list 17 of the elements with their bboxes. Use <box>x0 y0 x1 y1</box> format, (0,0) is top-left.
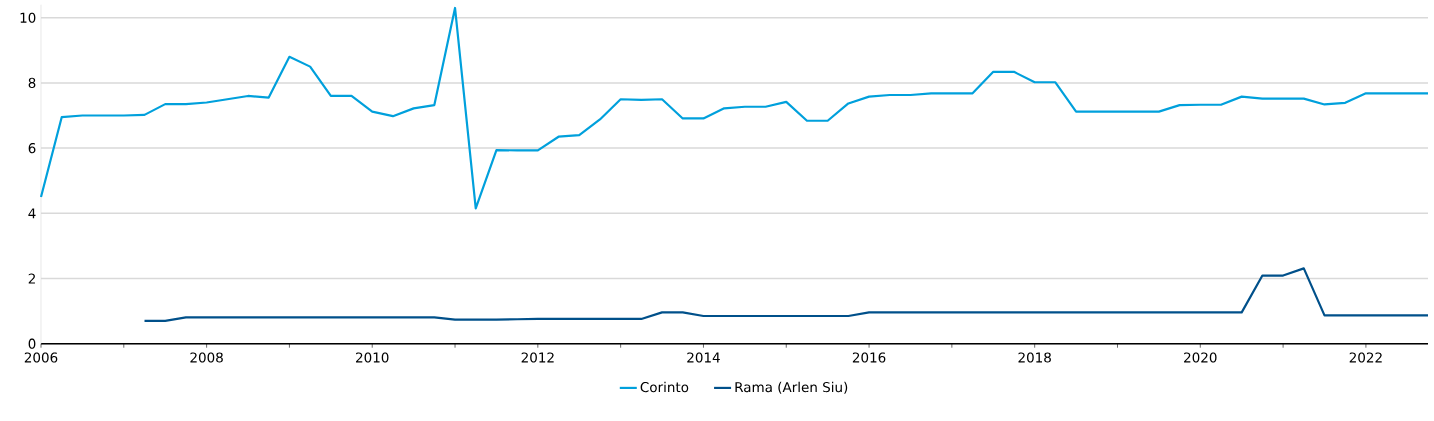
legend-label: Corinto <box>640 381 689 393</box>
x-tick-label: 2016 <box>852 352 886 363</box>
x-tick-label: 2006 <box>24 352 58 363</box>
y-tick-label: 0 <box>28 338 36 349</box>
y-tick-label: 6 <box>28 143 36 154</box>
y-tick-label: 8 <box>28 77 36 89</box>
x-tick-label: 2022 <box>1349 352 1382 363</box>
x-tick-label: 2014 <box>687 352 720 363</box>
x-tick-label: 2018 <box>1018 352 1051 363</box>
y-tick-label: 4 <box>28 208 36 219</box>
x-tick-label: 2020 <box>1184 352 1217 363</box>
x-tick-label: 2008 <box>190 352 223 363</box>
y-tick-label: 2 <box>28 273 35 284</box>
legend-label: Rama (Arlen Siu) <box>735 381 848 394</box>
y-tick-label: 10 <box>20 12 36 23</box>
x-tick-label: 2012 <box>521 352 554 363</box>
x-tick-label: 2010 <box>356 352 389 363</box>
